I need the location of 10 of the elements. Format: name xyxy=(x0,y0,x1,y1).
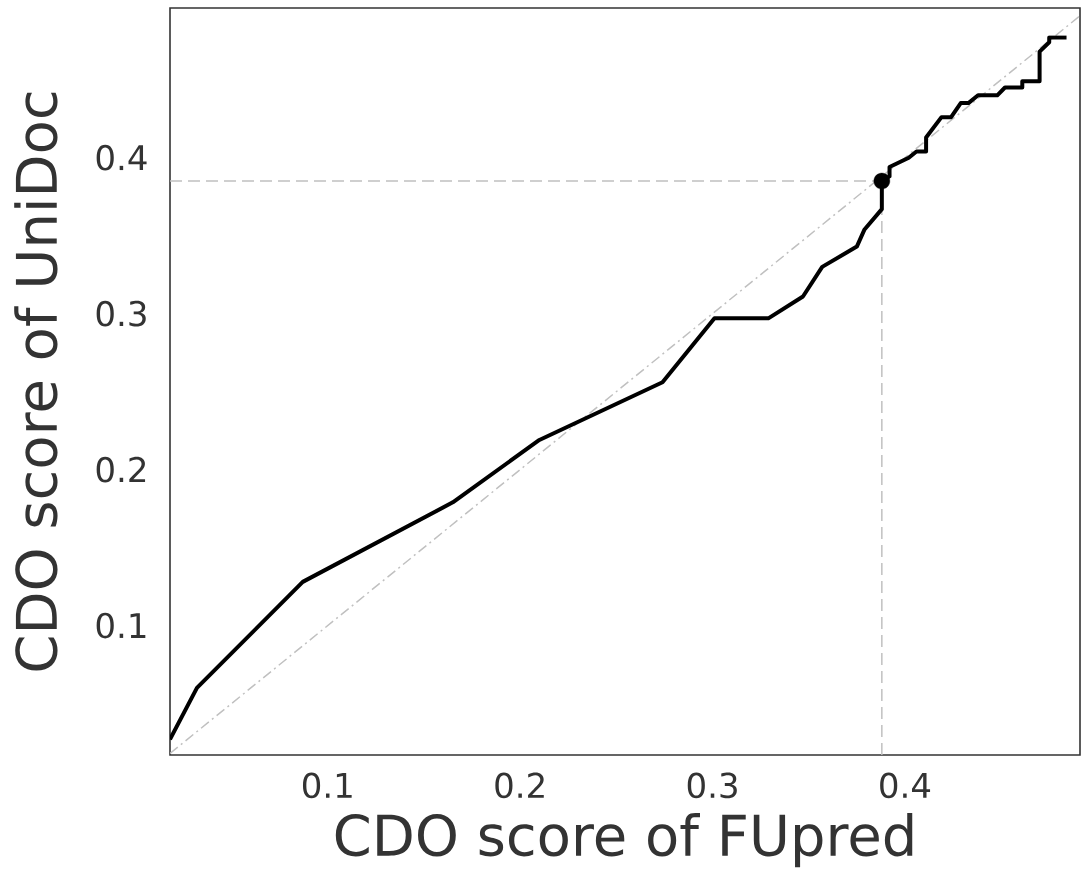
x-tick-label: 0.3 xyxy=(687,772,737,799)
y-tick-label: 0.2 xyxy=(96,456,146,483)
y-tick-label: 0.1 xyxy=(96,612,146,639)
y-tick-label: 0.4 xyxy=(96,144,147,171)
y-tick-label: 0.3 xyxy=(96,300,146,327)
y-axis-title: CDO score of UniDoc xyxy=(14,92,58,671)
x-tick-label: 0.4 xyxy=(880,772,931,799)
x-tick-label: 0.2 xyxy=(495,772,544,799)
x-axis-title: CDO score of FUpred xyxy=(335,813,913,868)
x-tick-label: 0.1 xyxy=(302,772,352,799)
